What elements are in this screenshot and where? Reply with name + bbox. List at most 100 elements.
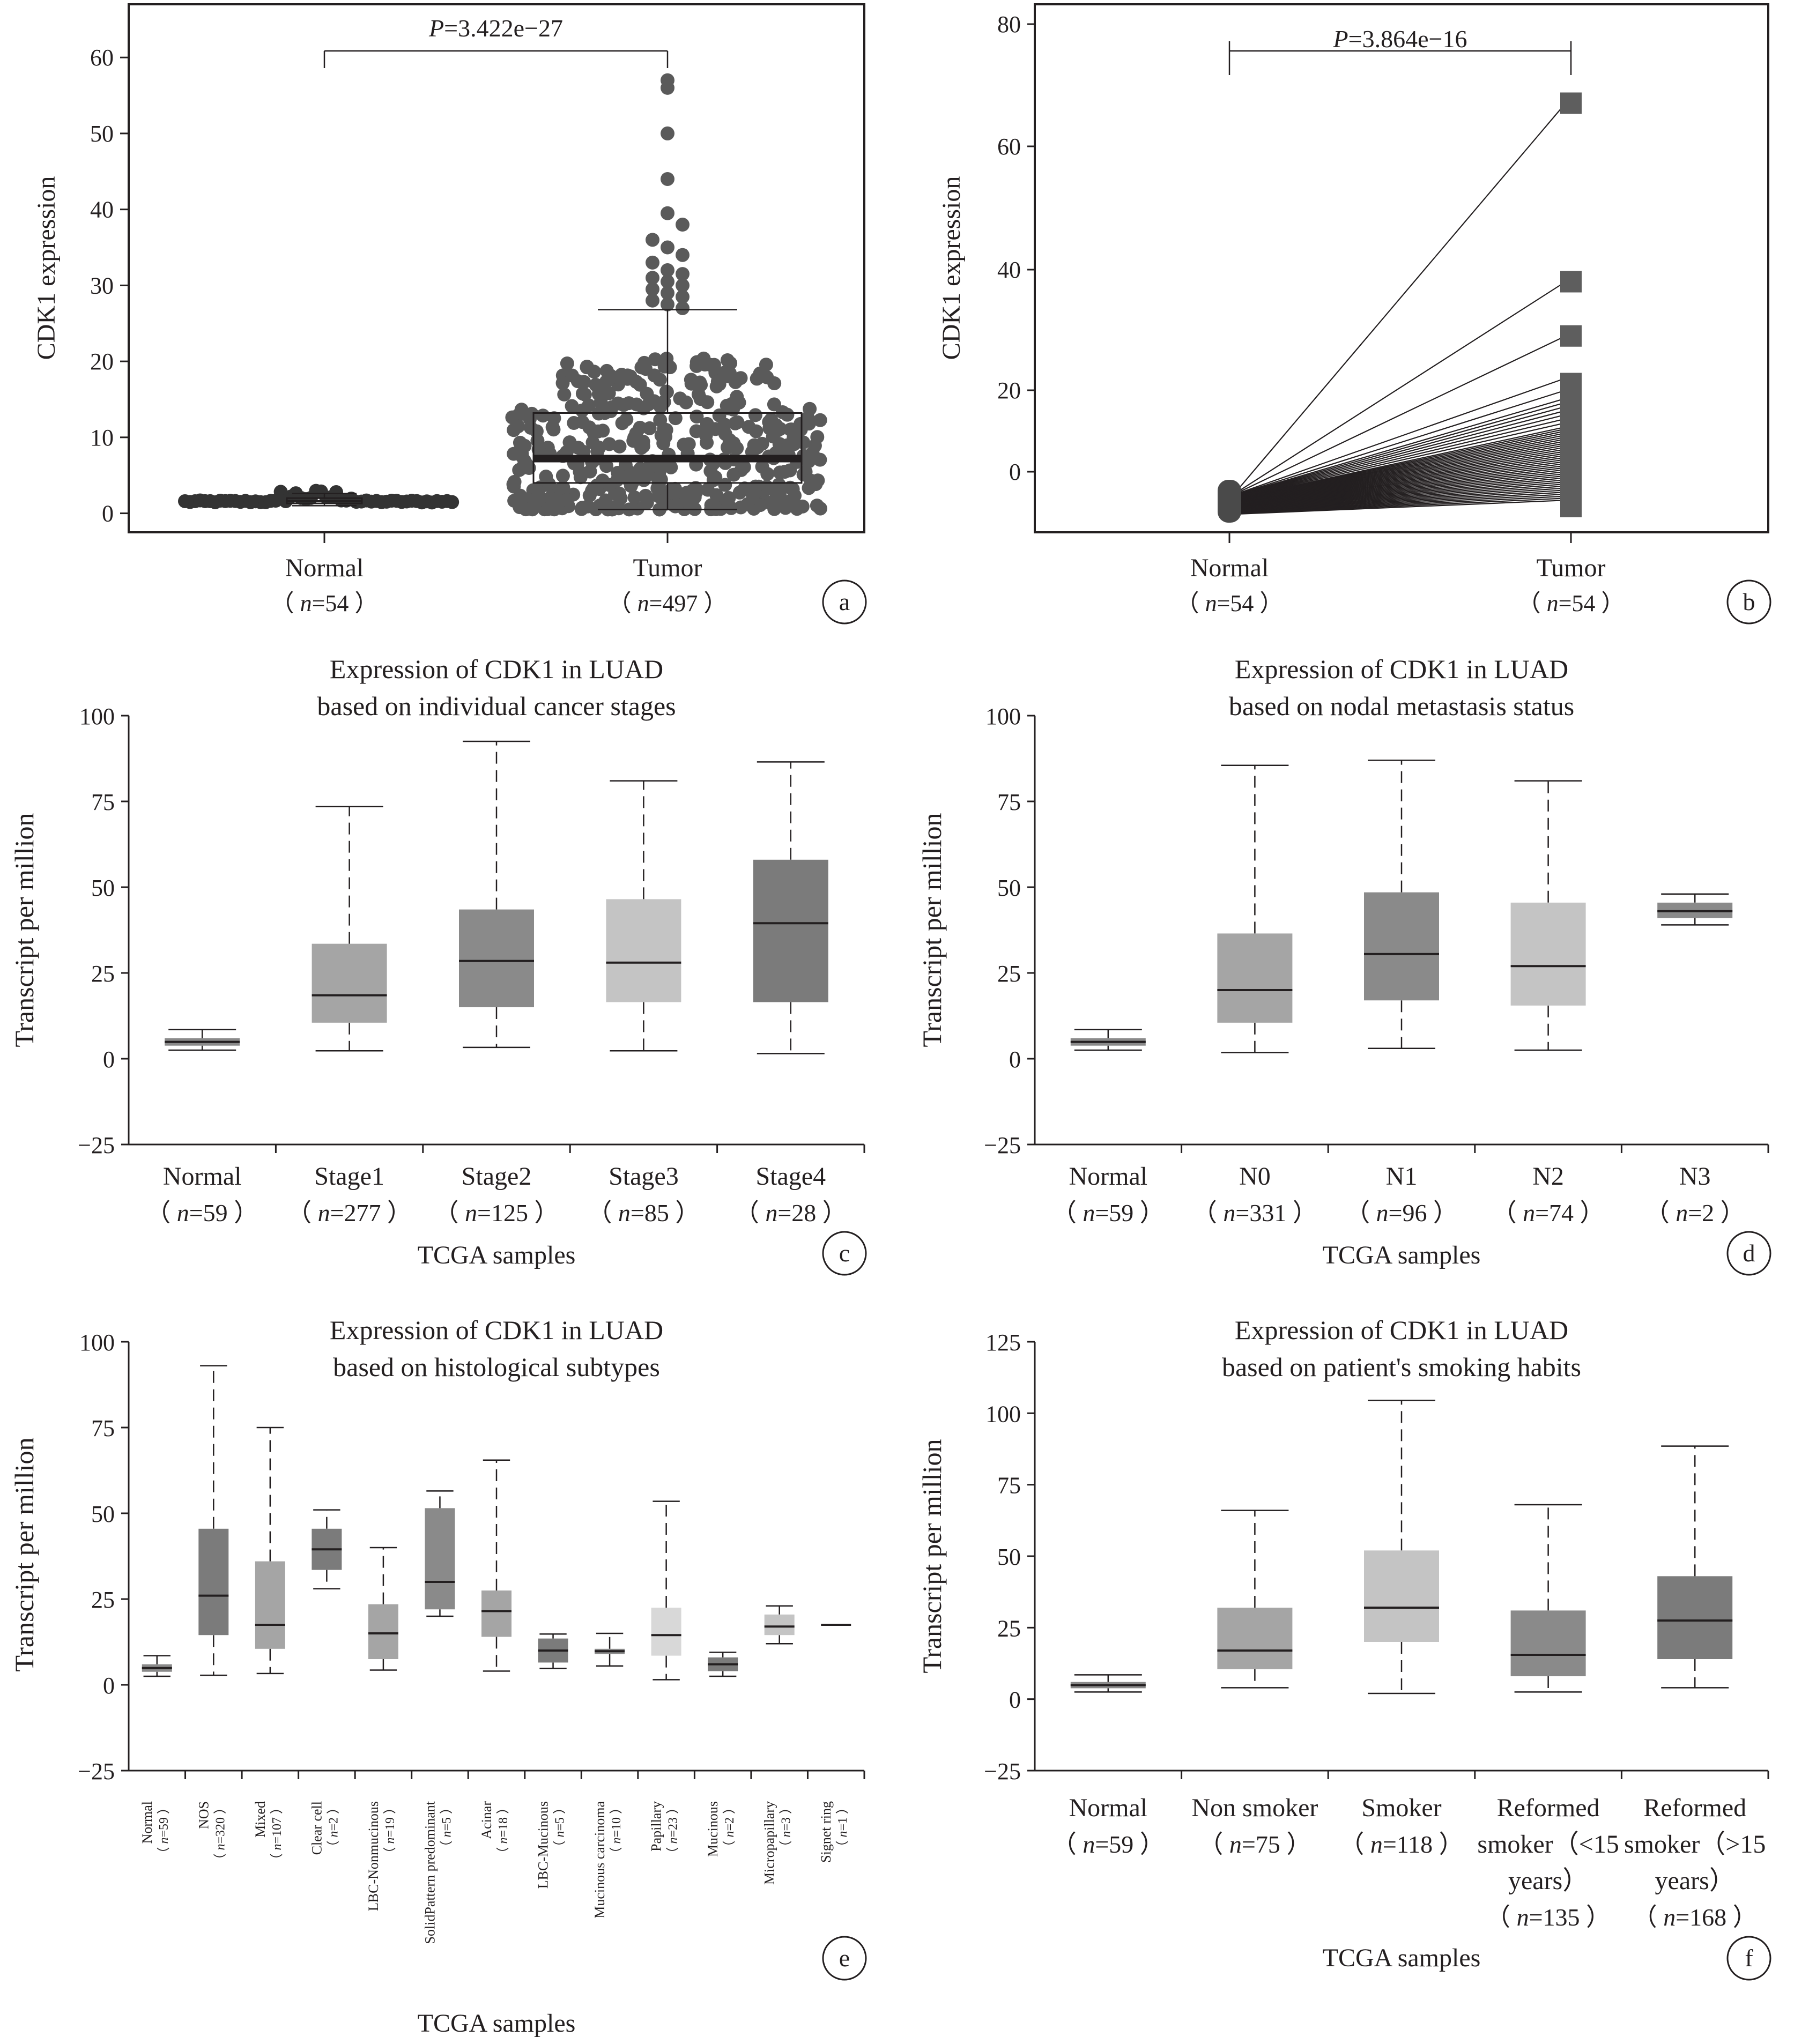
category-label: Mucinous carcinoma bbox=[592, 1801, 607, 1919]
box-reformed-smoker-15-years- bbox=[1510, 1504, 1586, 1693]
category-label: SolidPattern predominant bbox=[422, 1801, 438, 1944]
y-tick-label: 50 bbox=[91, 1501, 115, 1527]
tumor-point bbox=[722, 366, 737, 380]
tumor-marker bbox=[1560, 271, 1582, 293]
x-axis-label: TCGA samples bbox=[1323, 1944, 1481, 1972]
pair-line bbox=[1234, 389, 1566, 496]
tumor-point bbox=[597, 384, 611, 398]
category-label: Normal bbox=[1069, 1794, 1147, 1822]
tumor-point bbox=[663, 483, 678, 497]
box-iqr bbox=[368, 1604, 398, 1659]
tumor-point bbox=[709, 379, 724, 393]
pair-line bbox=[1234, 447, 1566, 504]
tumor-point bbox=[661, 263, 674, 278]
box-overlay-normal bbox=[286, 493, 363, 507]
chart-subtitle: based on individual cancer stages bbox=[317, 691, 676, 721]
normal-point bbox=[445, 495, 459, 509]
tumor-point bbox=[560, 493, 574, 507]
category-label: Tumor bbox=[1537, 554, 1606, 582]
tumor-point bbox=[565, 368, 579, 383]
pair-line bbox=[1234, 477, 1566, 510]
tumor-point bbox=[809, 477, 823, 492]
pair-line bbox=[1234, 444, 1566, 503]
y-tick-label: 50 bbox=[90, 121, 114, 147]
tumor-point bbox=[712, 408, 727, 422]
y-tick-label: 40 bbox=[997, 257, 1021, 283]
tumor-point bbox=[656, 436, 671, 450]
tumor-point bbox=[646, 293, 659, 308]
box-acinar bbox=[481, 1459, 511, 1672]
pair-line bbox=[1234, 459, 1566, 506]
chart-subtitle: based on patient's smoking habits bbox=[1222, 1352, 1581, 1382]
pair-line bbox=[1234, 335, 1566, 495]
y-tick-label: 25 bbox=[91, 961, 115, 987]
tumor-point bbox=[661, 80, 674, 95]
category-count: （ n=10 ） bbox=[610, 1801, 624, 1860]
pair-line bbox=[1234, 422, 1566, 499]
box-iqr bbox=[459, 909, 534, 1007]
tumor-point bbox=[803, 402, 817, 416]
tumor-point bbox=[687, 490, 702, 504]
pair-line bbox=[1234, 489, 1566, 513]
tumor-point bbox=[612, 490, 627, 505]
category-label: Normal bbox=[139, 1801, 155, 1844]
tumor-point bbox=[668, 411, 683, 426]
tumor-point bbox=[637, 355, 651, 370]
y-tick-label: 75 bbox=[91, 789, 115, 815]
box-lbc-nonmucinous bbox=[368, 1547, 398, 1671]
y-tick-label: 25 bbox=[91, 1587, 115, 1613]
chart-subtitle: based on nodal metastasis status bbox=[1229, 691, 1574, 721]
category-count: （ n=75 ） bbox=[1198, 1831, 1311, 1858]
panel-letter-text: c bbox=[839, 1239, 850, 1267]
category-label: LBC-Nonmucinous bbox=[366, 1801, 381, 1911]
tumor-point bbox=[730, 441, 744, 456]
tumor-point bbox=[555, 376, 570, 390]
category-count: （ n=19 ） bbox=[383, 1801, 397, 1860]
tumor-point bbox=[790, 424, 805, 438]
box-smoker bbox=[1364, 1400, 1439, 1694]
tumor-point bbox=[760, 467, 775, 481]
tumor-point bbox=[780, 407, 795, 422]
category-label: N3 bbox=[1679, 1162, 1711, 1191]
pair-line bbox=[1234, 377, 1566, 495]
pair-line bbox=[1234, 406, 1566, 497]
tumor-point bbox=[547, 411, 561, 426]
box-mixed bbox=[255, 1426, 285, 1675]
category-count: （ n=168 ） bbox=[1633, 1904, 1758, 1931]
y-axis-label: Transcript per million bbox=[9, 1437, 39, 1671]
category-count: （ n=2 ） bbox=[1645, 1199, 1745, 1227]
tumor-point bbox=[750, 371, 764, 386]
panel-a: 0 10 20 30 40 50 60 CDK1 expression Normal （ n=54… bbox=[32, 3, 865, 616]
pair-line bbox=[1234, 491, 1566, 514]
pair-line bbox=[1234, 460, 1566, 507]
category-label: Normal bbox=[1190, 554, 1269, 582]
tumor-marker-cluster bbox=[1560, 373, 1582, 517]
tumor-point bbox=[689, 424, 703, 438]
box-n2 bbox=[1510, 780, 1586, 1051]
y-axis-label: CDK1 expression bbox=[32, 176, 61, 360]
tumor-point bbox=[540, 502, 555, 516]
pair-line bbox=[1234, 426, 1566, 499]
category-label: Mixed bbox=[253, 1801, 268, 1838]
tumor-point bbox=[611, 466, 625, 480]
y-tick-label: 20 bbox=[997, 377, 1021, 404]
tumor-point bbox=[661, 286, 674, 300]
category-count: （ n=331 ） bbox=[1192, 1199, 1317, 1227]
category-count: （ n=96 ） bbox=[1345, 1199, 1458, 1227]
pair-line bbox=[1234, 428, 1566, 500]
category-label: Normal bbox=[1069, 1162, 1147, 1191]
panel-letter-text: b bbox=[1743, 588, 1755, 615]
chart-title: Expression of CDK1 in LUAD bbox=[330, 654, 663, 684]
tumor-point bbox=[676, 248, 690, 262]
panel-letter-circle bbox=[822, 579, 867, 625]
tumor-point bbox=[612, 501, 626, 516]
normal-marker-cluster bbox=[1218, 480, 1241, 523]
tumor-point bbox=[661, 274, 674, 289]
tumor-point bbox=[598, 493, 613, 508]
pair-line bbox=[1234, 438, 1566, 502]
category-count: （ n=23 ） bbox=[666, 1801, 680, 1860]
tumor-point bbox=[542, 477, 556, 491]
box-stage1 bbox=[312, 806, 387, 1052]
y-tick-label: 0 bbox=[1009, 1046, 1021, 1073]
tumor-point bbox=[661, 240, 674, 255]
